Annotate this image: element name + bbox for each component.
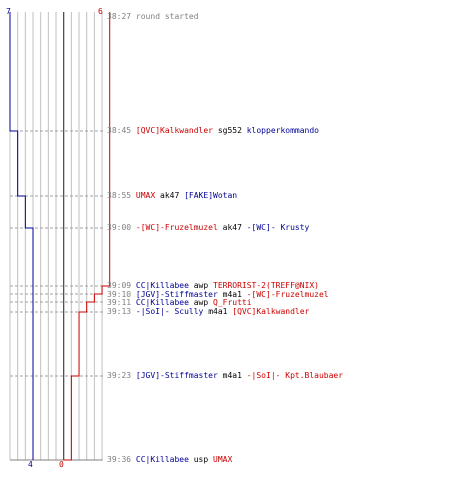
event-victim: TERRORIST-2(TREFF@NIX) bbox=[213, 281, 319, 290]
event-time: 39:13 bbox=[107, 307, 132, 316]
event-killer: -|SoI|- Scully bbox=[135, 307, 204, 316]
event-victim: Q_Frutti bbox=[213, 298, 252, 307]
event-dashed-lines bbox=[10, 130, 104, 461]
event-killer: [QVC]Kalkwandler bbox=[135, 126, 213, 135]
event-victim: klopperkommando bbox=[246, 126, 319, 135]
event-time: 38:55 bbox=[107, 191, 132, 200]
event-row: 38:45 [QVC]Kalkwandler sg552 klopperkomm… bbox=[107, 126, 319, 136]
event-weapon: m4a1 bbox=[208, 307, 228, 316]
event-weapon: usp bbox=[193, 455, 209, 464]
event-row: 38:55 UMAX ak47 [FAKE]Wotan bbox=[107, 191, 237, 201]
red-start-count: 6 bbox=[98, 7, 103, 16]
event-weapon: m4a1 bbox=[222, 371, 242, 380]
event-weapon: awp bbox=[193, 298, 209, 307]
event-weapon: ak47 bbox=[222, 223, 242, 232]
event-time: 39:10 bbox=[107, 290, 132, 299]
grid-lines bbox=[9, 12, 103, 460]
event-row: 39:36 CC|Killabee usp UMAX bbox=[107, 455, 232, 465]
event-killer: -[WC]-Fruzelmuzel bbox=[135, 223, 218, 232]
event-time: 39:23 bbox=[107, 371, 132, 380]
event-killer: [JGV]-Stiffmaster bbox=[135, 371, 218, 380]
event-victim: -[WC]- Krusty bbox=[246, 223, 310, 232]
event-victim: -|SoI|- Kpt.Blaubaer bbox=[246, 371, 344, 380]
event-weapon: awp bbox=[193, 281, 209, 290]
event-row: 39:00 -[WC]-Fruzelmuzel ak47 -[WC]- Krus… bbox=[107, 223, 309, 233]
event-time: 39:09 bbox=[107, 281, 132, 290]
event-row: 39:10 [JGV]-Stiffmaster m4a1 -[WC]-Fruze… bbox=[107, 290, 329, 300]
event-row: 39:09 CC|Killabee awp TERRORIST-2(TREFF@… bbox=[107, 281, 319, 291]
red-team-line bbox=[63, 12, 111, 461]
event-killer: CC|Killabee bbox=[135, 455, 189, 464]
event-time: 38:45 bbox=[107, 126, 132, 135]
event-weapon: m4a1 bbox=[222, 290, 242, 299]
red-end-count: 0 bbox=[59, 460, 64, 469]
event-row: 39:23 [JGV]-Stiffmaster m4a1 -|SoI|- Kpt… bbox=[107, 371, 343, 381]
blue-end-count: 4 bbox=[28, 460, 33, 469]
event-text: round started bbox=[135, 12, 199, 21]
event-victim: UMAX bbox=[213, 455, 233, 464]
event-row: 38:27 round started bbox=[107, 12, 199, 22]
event-time: 39:11 bbox=[107, 298, 132, 307]
event-time: 39:36 bbox=[107, 455, 132, 464]
event-weapon: ak47 bbox=[160, 191, 180, 200]
event-time: 38:27 bbox=[107, 12, 132, 21]
event-killer: CC|Killabee bbox=[135, 281, 189, 290]
blue-start-count: 7 bbox=[6, 7, 11, 16]
event-killer: CC|Killabee bbox=[135, 298, 189, 307]
event-row: 39:11 CC|Killabee awp Q_Frutti bbox=[107, 298, 252, 308]
event-killer: [JGV]-Stiffmaster bbox=[135, 290, 218, 299]
blue-team-line bbox=[9, 12, 34, 460]
event-victim: -[WC]-Fruzelmuzel bbox=[246, 290, 329, 299]
event-row: 39:13 -|SoI|- Scully m4a1 [QVC]Kalkwandl… bbox=[107, 307, 309, 317]
event-time: 39:00 bbox=[107, 223, 132, 232]
event-victim: [QVC]Kalkwandler bbox=[232, 307, 310, 316]
event-killer: UMAX bbox=[135, 191, 156, 200]
event-victim: [FAKE]Wotan bbox=[184, 191, 238, 200]
event-weapon: sg552 bbox=[217, 126, 242, 135]
